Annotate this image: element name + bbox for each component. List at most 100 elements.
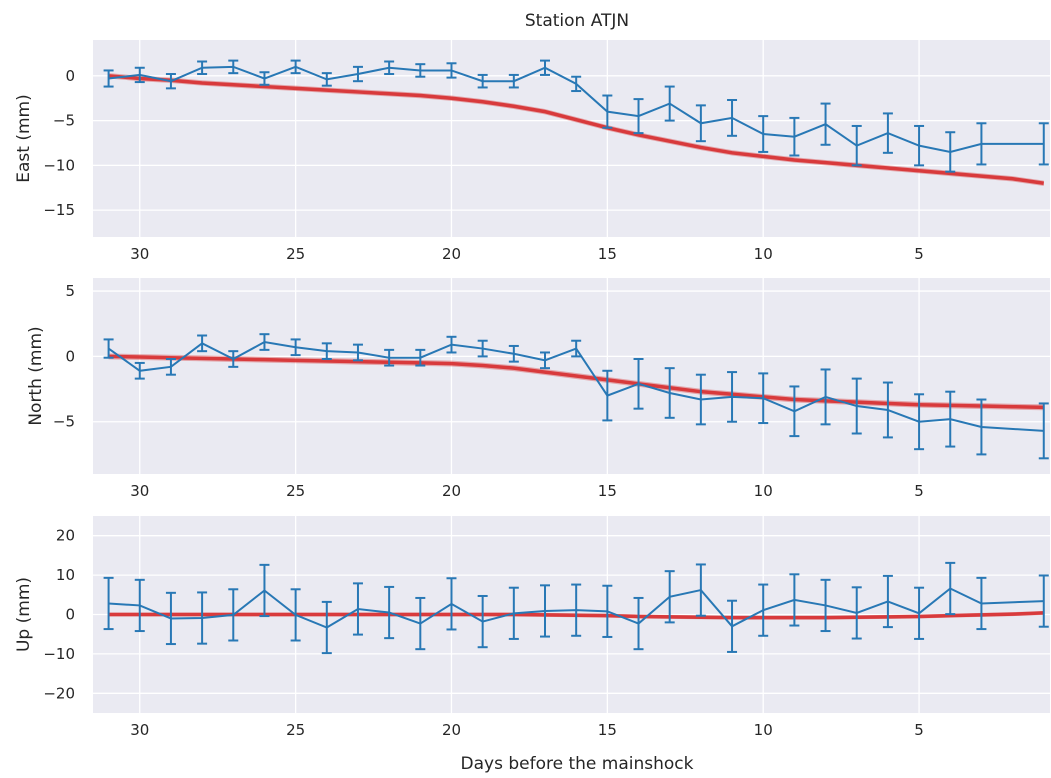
error-bar [789, 385, 800, 438]
panel-east: 30 25 20 15 10 5 0 −5 −10 −15 East (mm) [14, 40, 1050, 263]
y-tick-label: −10 [43, 156, 75, 174]
error-bar [976, 122, 987, 166]
error-bar [664, 570, 675, 624]
error-bar [446, 577, 457, 631]
error-bar [259, 333, 270, 351]
error-bar [103, 338, 114, 359]
panel-north: 30 25 20 15 10 5 5 0 −5 North (mm) [26, 278, 1050, 500]
x-tick-label: 5 [914, 245, 924, 263]
error-bar [134, 361, 145, 380]
error-bar [446, 335, 457, 354]
error-bar [290, 588, 301, 642]
error-bar [976, 398, 987, 456]
error-bar [727, 371, 738, 423]
error-bar [352, 343, 363, 362]
error-bar [820, 368, 831, 426]
error-bar [477, 73, 488, 89]
error-bar [103, 69, 114, 88]
x-tick-label: 10 [754, 721, 773, 739]
error-bar [352, 582, 363, 636]
x-tick-label: 20 [442, 721, 461, 739]
error-bar [134, 578, 145, 633]
error-bar [851, 586, 862, 640]
error-bar [851, 377, 862, 435]
error-bar [540, 584, 551, 638]
error-bar [384, 60, 395, 76]
y-tick-label: 0 [65, 67, 75, 85]
error-bar [321, 600, 332, 655]
error-bar [945, 561, 956, 616]
error-bar [633, 358, 644, 410]
error-bar [290, 338, 301, 357]
y-tick-label: 5 [65, 282, 75, 300]
error-bar [384, 585, 395, 640]
error-bar [789, 116, 800, 157]
error-bar [321, 72, 332, 87]
error-bar [540, 59, 551, 76]
error-bar [976, 576, 987, 631]
x-tick-label: 25 [286, 721, 305, 739]
error-bar [1038, 122, 1049, 166]
error-bar [664, 85, 675, 122]
error-bar [477, 339, 488, 358]
y-tick-label: 20 [56, 527, 75, 545]
error-bar [508, 73, 519, 89]
error-bar [321, 342, 332, 361]
error-bar [602, 584, 613, 638]
error-bar [571, 75, 582, 93]
x-tick-label: 20 [442, 245, 461, 263]
error-bar [914, 124, 925, 167]
x-tick-label: 15 [598, 482, 617, 500]
error-bar [415, 596, 426, 651]
error-bar [352, 65, 363, 83]
y-tick-label: −5 [53, 413, 75, 431]
x-axis-label: Days before the mainshock [461, 754, 694, 774]
x-tick-label: 30 [130, 245, 149, 263]
error-bar [540, 351, 551, 370]
y-tick-label: −10 [43, 645, 75, 663]
error-bar [259, 563, 270, 618]
observation-line [108, 587, 1044, 629]
y-tick-label: −5 [53, 112, 75, 130]
y-tick-label: 0 [65, 606, 75, 624]
error-bar [477, 594, 488, 649]
y-tick-label: −15 [43, 201, 75, 219]
error-bar [914, 586, 925, 640]
error-bar [197, 591, 208, 645]
y-tick-label: 10 [56, 566, 75, 584]
error-bar [851, 124, 862, 167]
plot-area-up [103, 561, 1049, 655]
x-tick-label: 15 [598, 721, 617, 739]
observation-line [108, 65, 1044, 153]
x-tick-label: 10 [754, 245, 773, 263]
error-bar [758, 583, 769, 637]
y-tick-label: −20 [43, 684, 75, 702]
error-bar [695, 563, 706, 617]
error-bar [508, 586, 519, 640]
error-bar [508, 344, 519, 363]
y-tick-label: 0 [65, 347, 75, 365]
error-bar [259, 71, 270, 86]
error-bar [165, 73, 176, 90]
error-bar [758, 115, 769, 153]
error-bar [882, 574, 893, 629]
chart-title: Station ATJN [525, 11, 629, 31]
error-bar [384, 348, 395, 367]
error-bar [415, 63, 426, 78]
plot-area-east [103, 59, 1049, 186]
error-bar [727, 98, 738, 137]
error-bar [134, 66, 145, 84]
x-tick-label: 5 [914, 482, 924, 500]
model-line [108, 74, 1045, 186]
error-bar [197, 60, 208, 76]
x-tick-label: 15 [598, 245, 617, 263]
error-bar [695, 104, 706, 143]
x-tick-label: 25 [286, 245, 305, 263]
error-bar [165, 591, 176, 646]
panel-up: 30 25 20 15 10 5 20 10 0 −10 −20 Up (mm) [14, 516, 1050, 739]
x-tick-label: 30 [130, 482, 149, 500]
x-tick-label: 30 [130, 721, 149, 739]
error-bar [820, 102, 831, 146]
error-bar [758, 372, 769, 425]
